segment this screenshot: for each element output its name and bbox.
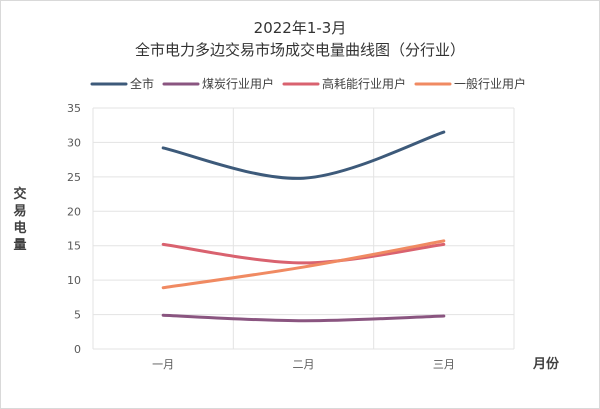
series-lines bbox=[161, 130, 446, 323]
x-tick-label: 二月 bbox=[293, 358, 315, 371]
y-tick-label: 20 bbox=[67, 205, 81, 218]
grid bbox=[92, 107, 515, 350]
chart-subtitle: 全市电力多边交易市场成交电量曲线图（分行业） bbox=[135, 41, 465, 59]
series-line-3 bbox=[161, 242, 446, 265]
y-axis: 0 5 10 15 20 25 30 35 bbox=[67, 102, 81, 356]
legend-label: 一般行业用户 bbox=[454, 76, 526, 91]
legend-label: 全市 bbox=[130, 76, 154, 91]
x-tick-label: 一月 bbox=[152, 358, 174, 371]
series-line-2 bbox=[161, 313, 446, 323]
chart-title: 2022年1-3月 bbox=[254, 19, 347, 37]
y-tick-label: 0 bbox=[74, 343, 81, 356]
y-tick-label: 5 bbox=[74, 309, 81, 322]
y-tick-label: 10 bbox=[67, 274, 81, 287]
y-tick-label: 15 bbox=[67, 240, 81, 253]
legend-label: 高耗能行业用户 bbox=[322, 76, 406, 91]
legend-label: 煤炭行业用户 bbox=[202, 76, 274, 91]
y-tick-label: 30 bbox=[67, 136, 81, 149]
legend: 全市 煤炭行业用户 高耗能行业用户 一般行业用户 bbox=[90, 76, 526, 91]
series-line-1 bbox=[161, 130, 446, 180]
x-axis-title: 月份 bbox=[532, 356, 560, 372]
series-line-4 bbox=[161, 239, 446, 290]
x-axis: 一月 二月 三月 bbox=[152, 358, 455, 371]
y-tick-label: 35 bbox=[67, 102, 81, 115]
y-axis-title: 交易电量 bbox=[13, 186, 26, 253]
y-tick-label: 25 bbox=[67, 171, 81, 184]
x-tick-label: 三月 bbox=[433, 358, 455, 371]
